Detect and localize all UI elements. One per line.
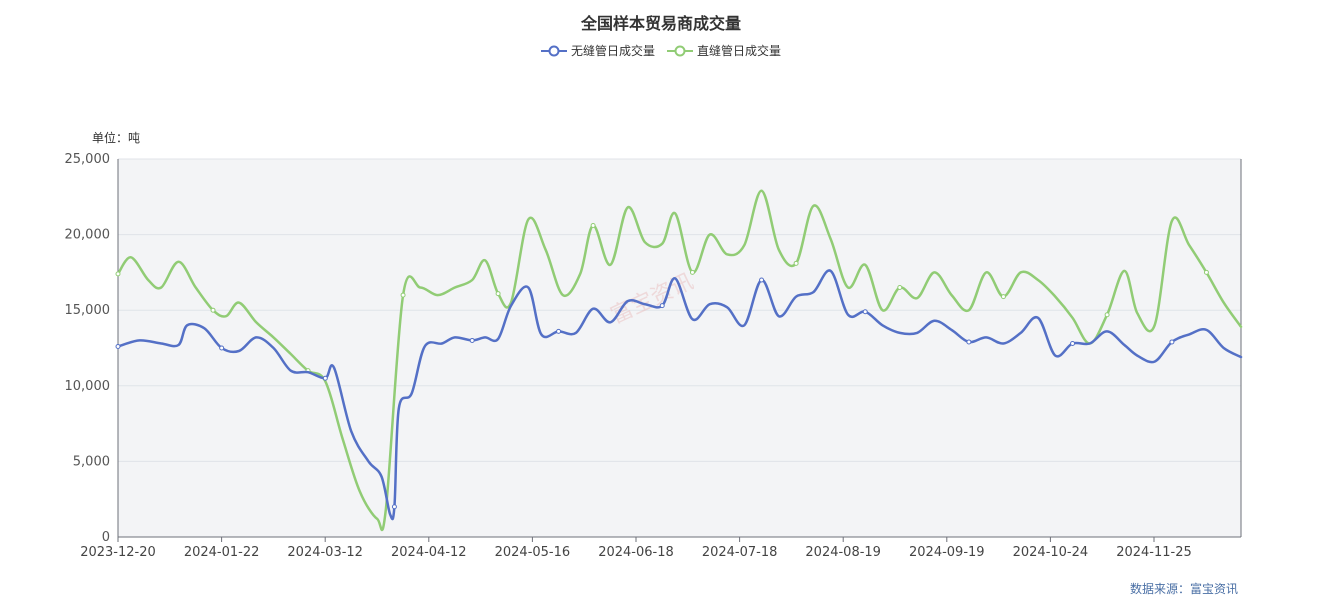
data-point-welded: [495, 291, 501, 297]
data-point-seamless: [759, 277, 765, 283]
data-point-welded: [793, 260, 799, 266]
series-line-seamless: [116, 269, 1243, 521]
data-point-seamless: [219, 345, 225, 351]
series-line-welded: [116, 189, 1243, 532]
data-point-seamless: [966, 339, 972, 345]
legend-label-seamless: 无缝管日成交量: [570, 44, 655, 58]
data-point-seamless: [469, 337, 475, 343]
data-point-welded: [1000, 294, 1006, 300]
plot-area: [118, 159, 1241, 537]
data-point-seamless: [1070, 340, 1076, 346]
y-tick-label: 20,000: [65, 228, 111, 243]
legend: 无缝管日成交量 直缝管日成交量: [0, 42, 1322, 59]
data-point-welded: [897, 285, 903, 291]
data-point-seamless: [115, 343, 121, 349]
legend-label-welded: 直缝管日成交量: [697, 44, 782, 58]
data-point-welded: [115, 271, 121, 277]
legend-item-seamless[interactable]: 无缝管日成交量: [540, 42, 655, 59]
x-tick-label: 2024-08-19: [805, 545, 881, 560]
data-point-welded: [1203, 269, 1209, 275]
data-point-seamless: [659, 303, 665, 309]
legend-swatch-seamless: [540, 45, 567, 56]
source-label: 数据来源：富宝资讯: [1129, 582, 1238, 596]
y-tick-label: 5,000: [73, 454, 110, 469]
data-point-seamless: [556, 328, 562, 334]
y-tick-label: 0: [102, 530, 110, 545]
unit-label: 单位：吨: [92, 131, 141, 145]
x-tick-label: 2024-07-18: [702, 545, 778, 560]
data-point-seamless: [391, 504, 397, 510]
data-point-welded: [1104, 312, 1110, 318]
data-point-seamless: [322, 375, 328, 381]
data-point-seamless: [862, 309, 868, 315]
data-point-welded: [689, 269, 695, 275]
x-tick-label: 2024-03-12: [287, 545, 363, 560]
y-tick-label: 15,000: [65, 303, 111, 318]
y-tick-label: 25,000: [65, 152, 111, 167]
x-tick-label: 2024-11-25: [1116, 545, 1192, 560]
y-tick-label: 10,000: [65, 379, 111, 394]
legend-swatch-welded: [667, 45, 693, 56]
x-tick-label: 2024-06-18: [598, 545, 674, 560]
x-tick-label: 2024-04-12: [391, 545, 467, 560]
data-point-seamless: [1169, 339, 1175, 345]
legend-item-welded[interactable]: 直缝管日成交量: [667, 42, 781, 59]
x-tick-label: 2024-01-22: [184, 545, 260, 560]
data-point-welded: [210, 307, 216, 313]
data-point-welded: [400, 292, 406, 298]
data-point-welded: [590, 223, 596, 229]
chart-title: 全国样本贸易商成交量: [580, 14, 741, 33]
x-tick-label: 2024-05-16: [495, 545, 571, 560]
x-tick-label: 2024-09-19: [909, 545, 985, 560]
x-tick-label: 2024-10-24: [1013, 545, 1089, 560]
x-tick-label: 2023-12-20: [80, 545, 156, 560]
